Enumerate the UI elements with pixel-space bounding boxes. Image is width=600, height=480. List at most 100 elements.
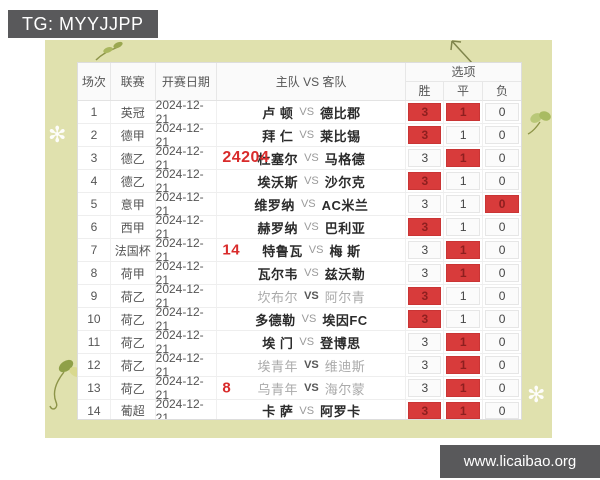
odds-win-button[interactable]: 3 <box>408 172 442 190</box>
odds-win-button[interactable]: 3 <box>408 402 442 419</box>
odds-lose-button[interactable]: 0 <box>485 172 519 190</box>
odds-win-button[interactable]: 3 <box>408 333 442 351</box>
odds-lose-button[interactable]: 0 <box>485 356 519 374</box>
away-team: 梅 斯 <box>329 243 361 259</box>
odds-draw-button[interactable]: 1 <box>446 103 481 121</box>
teams-cell: 24204 杜塞尔 VS 马格德 <box>217 147 407 169</box>
odds-lose-button[interactable]: 0 <box>485 310 519 328</box>
odds-win-button[interactable]: 3 <box>408 149 442 167</box>
teams-cell: 赫罗纳 VS 巴利亚 <box>217 216 407 238</box>
odds-win-button[interactable]: 3 <box>408 195 442 213</box>
header-draw: 平 <box>444 82 483 101</box>
table-header-row: 场次 联赛 开赛日期 主队 VS 客队 选项 胜 平 负 <box>78 63 521 101</box>
vs-label: VS <box>304 267 319 279</box>
match-no-cell: 8 <box>78 262 111 284</box>
league-cell: 荷乙 <box>111 354 156 376</box>
table-row: 3 德乙 2024-12-21 24204 杜塞尔 VS 马格德 3 1 0 <box>78 144 521 172</box>
odds-lose-button[interactable]: 0 <box>485 264 519 282</box>
odds-win-button[interactable]: 3 <box>408 264 442 282</box>
red-annotation: 8 <box>222 379 232 397</box>
match-no-cell: 9 <box>78 285 111 307</box>
odds-draw-button[interactable]: 1 <box>446 287 481 305</box>
league-cell: 葡超 <box>111 400 156 419</box>
odds-draw-button[interactable]: 1 <box>446 218 481 236</box>
match-no-cell: 10 <box>78 308 111 330</box>
odds-draw-button[interactable]: 1 <box>446 402 481 419</box>
away-team: 阿罗卡 <box>320 404 361 419</box>
odds-win-button[interactable]: 3 <box>408 310 442 328</box>
home-team: 瓦尔韦 <box>257 266 299 282</box>
odds-lose-button[interactable]: 0 <box>485 379 519 397</box>
date-cell: 2024-12-21 <box>156 282 218 310</box>
odds-win-button[interactable]: 3 <box>408 287 442 305</box>
date-cell: 2024-12-21 <box>156 121 218 149</box>
league-cell: 意甲 <box>111 193 156 215</box>
home-team: 卡 萨 <box>262 404 294 419</box>
odds-win-button[interactable]: 3 <box>408 126 442 144</box>
odds-lose-button[interactable]: 0 <box>485 103 519 121</box>
home-team: 赫罗纳 <box>257 220 299 236</box>
home-team: 乌青年 <box>257 381 299 397</box>
table-row: 9 荷乙 2024-12-21 坎布尔 VS 阿尔青 3 1 0 <box>78 282 521 310</box>
odds-win-button[interactable]: 3 <box>408 103 442 121</box>
odds-draw-button[interactable]: 1 <box>446 195 481 213</box>
table-row: 1 英冠 2024-12-21 卢 顿 VS 德比郡 3 1 0 <box>78 98 521 126</box>
odds-lose-button[interactable]: 0 <box>485 333 519 351</box>
odds-draw-button[interactable]: 1 <box>446 126 481 144</box>
away-team: 德比郡 <box>320 105 361 121</box>
match-no-cell: 1 <box>78 101 111 123</box>
date-cell: 2024-12-21 <box>156 259 218 287</box>
odds-win-button[interactable]: 3 <box>408 356 442 374</box>
odds-draw-button[interactable]: 1 <box>446 241 481 259</box>
date-cell: 2024-12-21 <box>156 144 218 172</box>
home-team: 坎布尔 <box>257 289 299 305</box>
table-row: 11 荷乙 2024-12-21 埃 门 VS 登博思 3 1 0 <box>78 328 521 356</box>
table-row: 5 意甲 2024-12-21 维罗纳 VS AC米兰 3 1 0 <box>78 190 521 218</box>
table-row: 8 荷甲 2024-12-21 瓦尔韦 VS 兹沃勒 3 1 0 <box>78 259 521 287</box>
white-flower-icon: ✻ <box>527 382 546 407</box>
vs-label: VS <box>299 129 315 141</box>
odds-draw-button[interactable]: 1 <box>446 264 481 282</box>
home-team: 杜塞尔 <box>257 151 299 167</box>
odds-draw-button[interactable]: 1 <box>446 310 481 328</box>
league-cell: 德乙 <box>111 170 156 192</box>
home-team: 埃沃斯 <box>257 174 299 190</box>
away-team: 登博思 <box>320 335 361 351</box>
home-team: 埃 门 <box>262 335 294 351</box>
odds-draw-button[interactable]: 1 <box>446 356 481 374</box>
league-cell: 德甲 <box>111 124 156 146</box>
table-row: 12 荷乙 2024-12-21 埃青年 VS 维迪斯 3 1 0 <box>78 351 521 379</box>
away-team: 埃因FC <box>322 312 368 328</box>
match-no-cell: 5 <box>78 193 111 215</box>
date-cell: 2024-12-21 <box>156 374 218 402</box>
vs-label: VS <box>299 106 315 118</box>
odds-lose-button[interactable]: 0 <box>485 218 519 236</box>
site-watermark-badge: www.licaibao.org <box>440 445 600 478</box>
odds-lose-button[interactable]: 0 <box>485 126 519 144</box>
odds-draw-button[interactable]: 1 <box>446 149 481 167</box>
odds-lose-button[interactable]: 0 <box>485 287 519 305</box>
league-cell: 德乙 <box>111 147 156 169</box>
odds-draw-button[interactable]: 1 <box>446 172 481 190</box>
away-team: AC米兰 <box>321 197 369 213</box>
vs-label: VS <box>300 198 316 210</box>
odds-draw-button[interactable]: 1 <box>446 333 481 351</box>
match-no-cell: 6 <box>78 216 111 238</box>
odds-draw-button[interactable]: 1 <box>446 379 481 397</box>
match-no-cell: 2 <box>78 124 111 146</box>
vs-label: VS <box>304 359 319 371</box>
odds-lose-button[interactable]: 0 <box>485 241 519 259</box>
teams-cell: 8 乌青年 VS 海尔蒙 <box>217 377 407 399</box>
vs-label: VS <box>301 313 317 325</box>
odds-lose-button[interactable]: 0 <box>485 402 519 419</box>
odds-lose-button[interactable]: 0 <box>485 195 519 213</box>
odds-win-button[interactable]: 3 <box>408 218 442 236</box>
odds-win-button[interactable]: 3 <box>408 379 442 397</box>
odds-win-button[interactable]: 3 <box>408 241 442 259</box>
match-no-cell: 4 <box>78 170 111 192</box>
away-team: 莱比锡 <box>320 128 361 144</box>
home-team: 特鲁瓦 <box>262 243 303 259</box>
odds-lose-button[interactable]: 0 <box>485 149 519 167</box>
date-cell: 2024-12-21 <box>156 305 218 333</box>
